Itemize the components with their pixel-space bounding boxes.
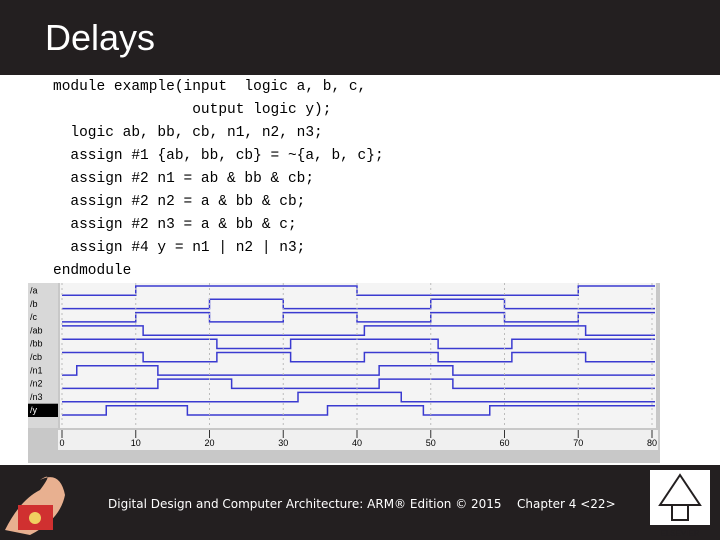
signal-name: /n3: [30, 392, 43, 402]
signal-name: /c: [30, 312, 38, 322]
time-tick-label: 80: [647, 438, 657, 448]
waveform-trace: [62, 351, 655, 363]
code-line: logic ab, bb, cb, n1, n2, n3;: [53, 125, 323, 141]
signal-name: /cb: [30, 352, 42, 362]
waveform-trace: [62, 311, 655, 323]
time-axis: [58, 430, 658, 450]
time-tick-label: 60: [499, 438, 509, 448]
code-block: module example(input logic a, b, c, outp…: [53, 79, 384, 279]
code-line: assign #2 n2 = a & bb & cb;: [53, 194, 305, 210]
time-tick-label: 20: [204, 438, 214, 448]
selected-row: [28, 403, 58, 417]
signal-name: /ab: [30, 325, 43, 335]
signal-name: /a: [30, 286, 38, 296]
signal-name: /b: [30, 299, 38, 309]
code-line: assign #4 y = n1 | n2 | n3;: [53, 240, 305, 256]
waves: /a/b/c/ab/bb/cb/n1/n2/n3/y 0 10 20 30 40 50 60 7…: [28, 283, 657, 448]
book-credit: Digital Design and Computer Architecture…: [108, 497, 502, 511]
signal-name: /n1: [30, 365, 43, 375]
time-tick-label: 70: [573, 438, 583, 448]
waveform-trace: [62, 338, 655, 350]
code-line: module example(input logic a, b, c,: [53, 79, 366, 95]
waveform-trace: [62, 391, 655, 403]
publisher-logo: [650, 470, 710, 525]
signal-name: /bb: [30, 339, 43, 349]
signal-name: /n2: [30, 379, 43, 389]
time-tick-label: 30: [278, 438, 288, 448]
title-bar: [0, 0, 720, 75]
code-line: assign #1 {ab, bb, cb} = ~{a, b, c};: [53, 148, 384, 164]
code-line: assign #2 n1 = ab & bb & cb;: [53, 171, 314, 187]
signal-name: /y: [30, 405, 38, 415]
publisher-name: ELSEVIER: [660, 529, 699, 538]
code-line: endmodule: [53, 263, 131, 279]
time-tick-label: 10: [131, 438, 141, 448]
footer-bar: [0, 465, 720, 540]
waveform-trace: [62, 325, 655, 336]
waveform-trace: [62, 365, 655, 376]
mascot: [5, 476, 65, 535]
waveform-trace: [62, 404, 655, 416]
time-tick-label: 0: [59, 438, 64, 448]
slide-title: Delays: [45, 17, 155, 58]
chapter-label: Chapter 4 <22>: [517, 497, 616, 511]
waveform-trace: [62, 378, 655, 390]
code-line: assign #2 n3 = a & bb & c;: [53, 217, 297, 233]
time-tick-label: 40: [352, 438, 362, 448]
time-tick-label: 50: [426, 438, 436, 448]
wave-area: [60, 283, 656, 428]
code-line: output logic y);: [53, 102, 331, 118]
